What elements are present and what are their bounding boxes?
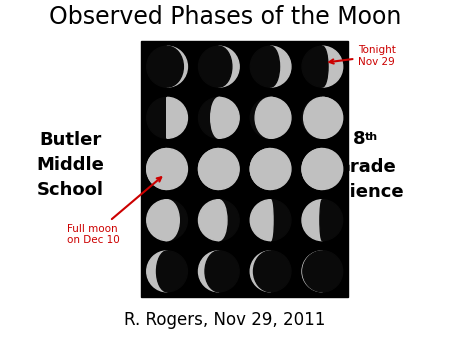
- Ellipse shape: [250, 148, 291, 190]
- Ellipse shape: [261, 46, 279, 87]
- Ellipse shape: [253, 251, 288, 292]
- Ellipse shape: [317, 46, 328, 87]
- Bar: [141, 41, 348, 297]
- Circle shape: [198, 46, 239, 87]
- Ellipse shape: [198, 148, 239, 190]
- Circle shape: [302, 148, 343, 190]
- Circle shape: [250, 46, 291, 87]
- Circle shape: [302, 97, 343, 138]
- Ellipse shape: [268, 200, 273, 241]
- Wedge shape: [302, 251, 322, 292]
- Ellipse shape: [205, 251, 233, 292]
- Ellipse shape: [157, 251, 178, 292]
- Wedge shape: [219, 97, 239, 138]
- Ellipse shape: [147, 148, 188, 190]
- Wedge shape: [167, 46, 188, 87]
- Circle shape: [302, 46, 343, 87]
- Wedge shape: [270, 46, 291, 87]
- Wedge shape: [198, 251, 219, 292]
- Text: Butler
Middle
School: Butler Middle School: [36, 131, 104, 199]
- Ellipse shape: [155, 200, 179, 241]
- Wedge shape: [219, 46, 239, 87]
- Text: Observed Phases of the Moon: Observed Phases of the Moon: [49, 5, 401, 29]
- Wedge shape: [198, 200, 219, 241]
- Wedge shape: [322, 97, 343, 138]
- Text: 8: 8: [353, 130, 366, 148]
- Ellipse shape: [303, 251, 342, 292]
- Circle shape: [147, 251, 188, 292]
- Wedge shape: [322, 46, 343, 87]
- Text: Grade
Science: Grade Science: [327, 158, 405, 201]
- Ellipse shape: [304, 97, 341, 138]
- Wedge shape: [147, 251, 167, 292]
- Circle shape: [250, 251, 291, 292]
- Circle shape: [147, 200, 188, 241]
- Circle shape: [250, 200, 291, 241]
- Text: Full moon
on Dec 10: Full moon on Dec 10: [68, 177, 161, 245]
- Circle shape: [147, 97, 188, 138]
- Ellipse shape: [211, 97, 227, 138]
- Circle shape: [198, 200, 239, 241]
- Wedge shape: [250, 200, 270, 241]
- Circle shape: [198, 251, 239, 292]
- Circle shape: [198, 97, 239, 138]
- Wedge shape: [147, 200, 167, 241]
- Wedge shape: [167, 97, 188, 138]
- Text: th: th: [365, 132, 378, 142]
- Ellipse shape: [255, 97, 286, 138]
- Wedge shape: [270, 97, 291, 138]
- Circle shape: [147, 148, 188, 190]
- Ellipse shape: [151, 46, 183, 87]
- Wedge shape: [198, 148, 219, 190]
- Wedge shape: [302, 148, 322, 190]
- Ellipse shape: [302, 148, 343, 190]
- Wedge shape: [250, 251, 270, 292]
- Text: Tonight
Nov 29: Tonight Nov 29: [329, 45, 396, 67]
- Circle shape: [302, 200, 343, 241]
- Circle shape: [302, 251, 343, 292]
- Circle shape: [198, 148, 239, 190]
- Wedge shape: [302, 200, 322, 241]
- Ellipse shape: [320, 200, 325, 241]
- Wedge shape: [250, 148, 270, 190]
- Ellipse shape: [211, 200, 227, 241]
- Ellipse shape: [206, 46, 232, 87]
- Text: R. Rogers, Nov 29, 2011: R. Rogers, Nov 29, 2011: [124, 311, 326, 329]
- Circle shape: [147, 46, 188, 87]
- Wedge shape: [147, 148, 167, 190]
- Circle shape: [250, 97, 291, 138]
- Circle shape: [250, 148, 291, 190]
